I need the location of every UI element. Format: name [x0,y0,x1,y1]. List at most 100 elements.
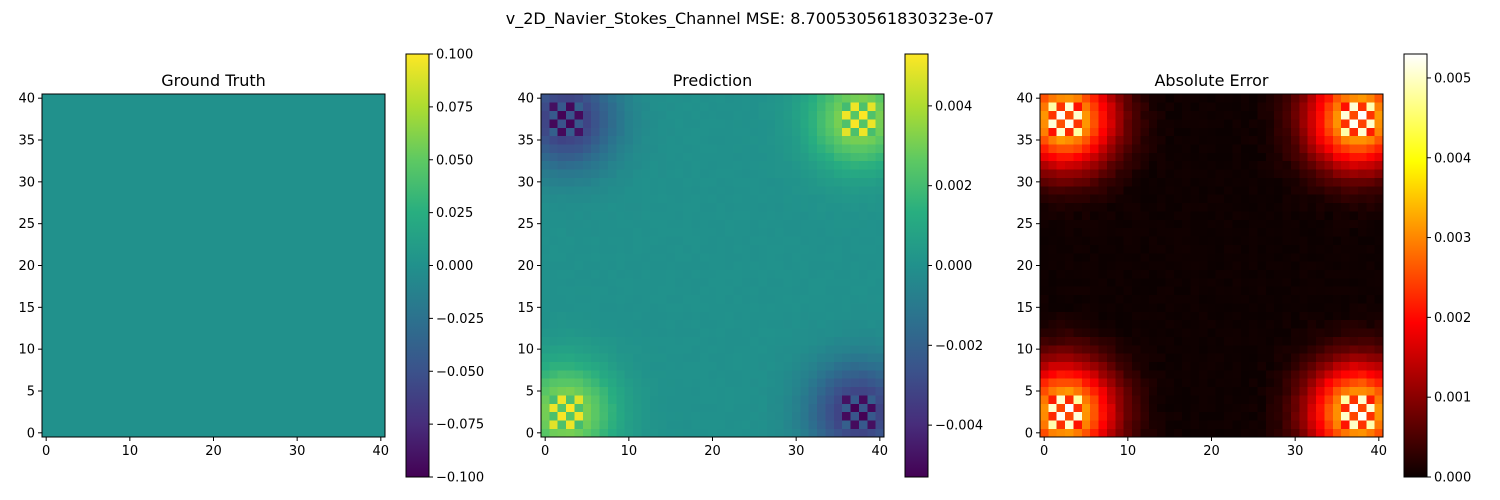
heatmap-cell [1324,336,1334,346]
heatmap-cell [741,319,751,329]
heatmap-cell [83,219,93,229]
heatmap-cell [1132,177,1141,187]
heatmap-cell [574,311,584,321]
heatmap-cell [649,294,659,304]
heatmap-cell [108,110,118,120]
heatmap-cell [582,152,592,162]
heatmap-cell [1123,194,1133,204]
heatmap-cell [58,428,68,438]
heatmap-cell [301,386,311,396]
heatmap-cell [318,219,327,229]
heatmap-cell [58,361,68,371]
heatmap-cell [1048,319,1058,329]
heatmap-cell [251,303,260,312]
heatmap-cell [607,202,617,212]
heatmap-cell [117,370,126,379]
heatmap-cell [850,252,860,262]
heatmap-cell [858,353,868,363]
heatmap-cell [1081,319,1091,329]
heatmap-cell [50,152,60,162]
heatmap-cell [184,286,193,296]
heatmap-cell [775,353,784,363]
heatmap-cell [334,160,344,170]
heatmap-cell [741,94,751,103]
heatmap-cell [318,252,327,262]
heatmap-cell [209,252,218,262]
heatmap-cell [50,294,60,304]
heatmap-cell [1341,361,1350,371]
heatmap-cell [674,311,684,321]
heatmap-cell [1207,211,1216,220]
heatmap-cell [1106,395,1116,404]
heatmap-cell [209,261,218,270]
heatmap-cell [1332,386,1342,396]
heatmap-cell [1098,286,1108,296]
heatmap-cell [674,127,684,137]
heatmap-cell [691,286,701,296]
heatmap-cell [192,370,202,379]
heatmap-cell [574,336,584,346]
heatmap-cell [708,110,717,120]
heatmap-cell [783,311,793,321]
heatmap-cell [359,219,369,229]
heatmap-cell [1048,370,1058,379]
heatmap-cell [850,344,860,354]
heatmap-cell [368,202,377,212]
heatmap-cell [1148,202,1158,212]
heatmap-cell [791,169,801,178]
heatmap-cell [1040,227,1049,237]
heatmap-cell [359,244,369,254]
heatmap-cell [1232,361,1242,371]
heatmap-cell [557,303,567,312]
heatmap-cell [842,110,851,120]
heatmap-cell [733,244,743,254]
heatmap-cell [741,411,751,421]
heatmap-cell [574,252,584,262]
heatmap-cell [200,411,210,421]
heatmap-cell [125,202,135,212]
heatmap-cell [1157,403,1166,413]
heatmap-cell [1366,169,1375,178]
heatmap-cell [674,144,684,153]
heatmap-cell [674,411,684,421]
heatmap-cell [842,319,851,329]
heatmap-cell [633,428,642,438]
heatmap-cell [267,370,277,379]
heatmap-cell [1123,303,1133,312]
heatmap-cell [1123,328,1133,337]
heatmap-cell [1274,319,1283,329]
heatmap-cell [766,403,776,413]
heatmap-cell [1249,186,1258,195]
heatmap-cell [200,428,210,438]
heatmap-cell [326,370,336,379]
heatmap-cell [1224,261,1233,270]
heatmap-cell [833,403,843,413]
heatmap-cell [234,428,244,438]
heatmap-cell [200,119,210,128]
heatmap-cell [134,186,143,195]
heatmap-cell [1198,252,1208,262]
heatmap-cell [134,269,143,279]
heatmap-cell [566,169,575,178]
heatmap-cell [100,244,110,254]
heatmap-cell [1357,303,1367,312]
heatmap-cell [184,269,193,279]
heatmap-cell [117,294,126,304]
heatmap-cell [200,144,210,153]
heatmap-cell [326,311,336,321]
heatmap-cell [624,152,634,162]
heatmap-cell [75,386,85,396]
heatmap-cell [343,361,352,371]
heatmap-cell [800,370,810,379]
heatmap-cell [226,227,235,237]
heatmap-cell [142,395,152,404]
heatmap-cell [284,353,294,363]
heatmap-cell [1123,395,1133,404]
heatmap-cell [674,102,684,112]
heatmap-cell [1115,194,1124,204]
heatmap-cell [800,395,810,404]
heatmap-cell [1065,361,1074,371]
heatmap-cell [1065,135,1074,145]
heatmap-cell [691,428,701,438]
heatmap-cell [783,144,793,153]
